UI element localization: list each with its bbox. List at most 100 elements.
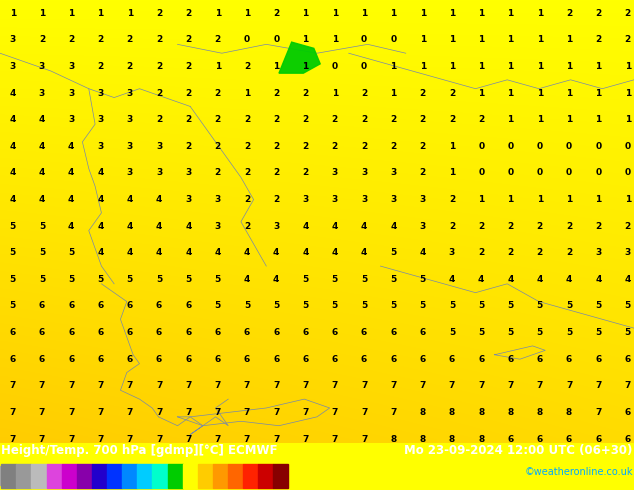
Bar <box>138 465 152 488</box>
Text: 1: 1 <box>244 89 250 98</box>
Text: 7: 7 <box>68 381 74 391</box>
Text: 3: 3 <box>332 169 338 177</box>
Text: 5: 5 <box>156 275 162 284</box>
Text: 4: 4 <box>214 248 221 257</box>
Text: 1: 1 <box>420 9 426 18</box>
Text: 6: 6 <box>536 435 543 443</box>
Text: 7: 7 <box>214 435 221 443</box>
Text: 2: 2 <box>273 9 280 18</box>
Text: 7: 7 <box>10 408 16 417</box>
Text: 4: 4 <box>68 221 74 231</box>
Text: 5: 5 <box>68 275 74 284</box>
Text: 6: 6 <box>185 328 191 337</box>
Text: 2: 2 <box>98 35 104 45</box>
Text: 1: 1 <box>478 195 484 204</box>
Text: 5: 5 <box>536 328 543 337</box>
Text: 2: 2 <box>624 9 631 18</box>
Text: 7: 7 <box>185 435 191 443</box>
Bar <box>273 465 288 488</box>
Text: 6: 6 <box>98 355 104 364</box>
Text: ©weatheronline.co.uk: ©weatheronline.co.uk <box>524 467 633 477</box>
Text: 1: 1 <box>624 89 631 98</box>
Text: 2: 2 <box>127 35 133 45</box>
Text: 2: 2 <box>507 248 514 257</box>
Text: 6: 6 <box>595 435 602 443</box>
Text: 6: 6 <box>10 328 16 337</box>
Bar <box>16 465 32 488</box>
Text: 6: 6 <box>302 328 309 337</box>
Text: 7: 7 <box>390 381 397 391</box>
Text: 2: 2 <box>624 35 631 45</box>
Text: 4: 4 <box>478 275 484 284</box>
Text: 6: 6 <box>98 301 104 311</box>
Text: 4: 4 <box>156 221 162 231</box>
Text: 1: 1 <box>302 9 309 18</box>
Bar <box>258 465 273 488</box>
Text: 2: 2 <box>68 35 74 45</box>
Text: 5: 5 <box>185 275 191 284</box>
Text: 4: 4 <box>273 275 280 284</box>
Text: 7: 7 <box>185 408 191 417</box>
Text: 1: 1 <box>536 62 543 71</box>
Text: 6: 6 <box>214 355 221 364</box>
Text: 7: 7 <box>10 381 16 391</box>
Text: 4: 4 <box>390 221 397 231</box>
Text: 3: 3 <box>420 195 426 204</box>
Text: 7: 7 <box>361 408 367 417</box>
Text: 6: 6 <box>624 408 631 417</box>
Text: 0: 0 <box>595 169 602 177</box>
Text: 1: 1 <box>449 142 455 151</box>
Text: 4: 4 <box>68 169 74 177</box>
Text: 6: 6 <box>566 435 573 443</box>
Text: 7: 7 <box>10 435 16 443</box>
Text: 7: 7 <box>390 408 397 417</box>
Text: 6: 6 <box>68 328 74 337</box>
Text: 5: 5 <box>566 328 573 337</box>
Text: 7: 7 <box>127 408 133 417</box>
Text: 3: 3 <box>595 248 602 257</box>
Text: Height/Temp. 700 hPa [gdmp][°C] ECMWF: Height/Temp. 700 hPa [gdmp][°C] ECMWF <box>1 444 278 457</box>
Bar <box>243 465 258 488</box>
Text: 1: 1 <box>68 9 74 18</box>
Text: 7: 7 <box>156 408 162 417</box>
Text: 5: 5 <box>10 221 16 231</box>
Text: 1: 1 <box>595 62 602 71</box>
Text: 2: 2 <box>214 142 221 151</box>
Text: 7: 7 <box>595 408 602 417</box>
Text: 6: 6 <box>420 328 426 337</box>
Text: 1: 1 <box>302 35 309 45</box>
Text: 5: 5 <box>624 301 631 311</box>
Text: 3: 3 <box>361 195 367 204</box>
Text: 8: 8 <box>566 408 573 417</box>
Text: 6: 6 <box>332 355 338 364</box>
Text: 3: 3 <box>127 115 133 124</box>
Text: 1: 1 <box>391 9 396 18</box>
Text: 4: 4 <box>156 248 162 257</box>
Bar <box>198 465 213 488</box>
Text: 7: 7 <box>156 381 162 391</box>
Text: 0: 0 <box>624 169 631 177</box>
Text: 5: 5 <box>624 328 631 337</box>
Text: 1: 1 <box>624 62 631 71</box>
Text: 1: 1 <box>478 62 484 71</box>
Text: 2: 2 <box>449 195 455 204</box>
Text: 7: 7 <box>361 381 367 391</box>
Text: 2: 2 <box>156 35 162 45</box>
Text: 6: 6 <box>156 301 162 311</box>
Text: 7: 7 <box>98 435 104 443</box>
Text: 2: 2 <box>273 195 280 204</box>
Text: 5: 5 <box>332 301 338 311</box>
Text: 4: 4 <box>449 275 455 284</box>
Text: 4: 4 <box>98 248 104 257</box>
Bar <box>61 465 77 488</box>
Text: 2: 2 <box>214 89 221 98</box>
Text: 2: 2 <box>478 248 484 257</box>
Text: 4: 4 <box>185 248 191 257</box>
Text: 1: 1 <box>566 35 573 45</box>
Text: 6: 6 <box>68 355 74 364</box>
Text: 1: 1 <box>449 169 455 177</box>
Text: 1: 1 <box>420 62 426 71</box>
Text: 1: 1 <box>10 9 16 18</box>
Text: 3: 3 <box>391 195 396 204</box>
Text: 4: 4 <box>10 89 16 98</box>
